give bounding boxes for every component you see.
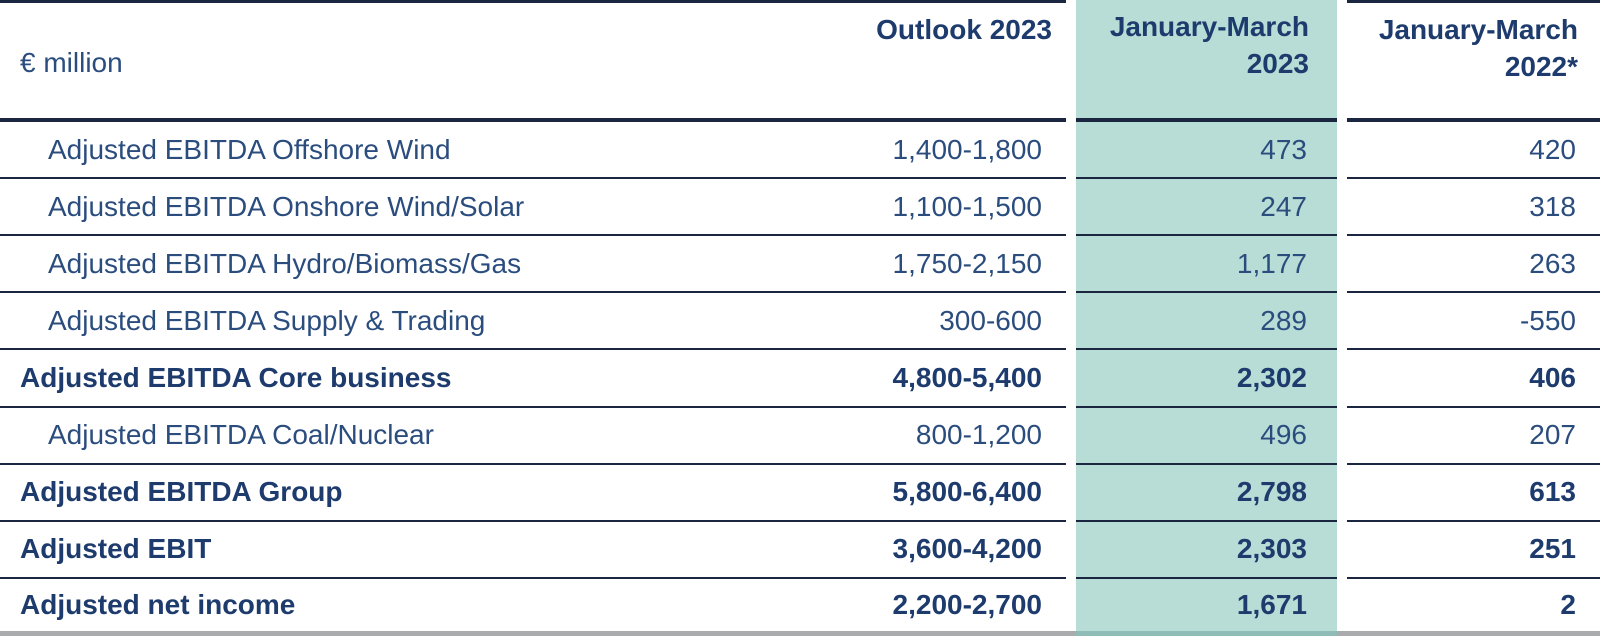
- row-label: Adjusted EBITDA Coal/Nuclear: [48, 419, 434, 451]
- column-gutter: [1066, 350, 1076, 407]
- table-header: € million Outlook 2023 January-March 202…: [0, 0, 1600, 122]
- column-gutter: [1066, 465, 1076, 522]
- highlight-column-cell: 496: [1076, 407, 1337, 465]
- outlook-value: 2,200-2,700: [892, 588, 1042, 620]
- q1-2023-value: 289: [1260, 304, 1307, 336]
- table-row: Adjusted EBITDA Coal/Nuclear 800-1,200 4…: [0, 407, 1600, 465]
- column-gutter: [1337, 408, 1347, 465]
- col-header-jan-mar-2022: January-March 2022*: [1378, 14, 1578, 82]
- unit-label: € million: [20, 47, 123, 78]
- col-header-jan-mar-2023: January-March 2023: [1109, 11, 1309, 79]
- highlight-column-cell: 2,302: [1076, 350, 1337, 408]
- q1-2022-value: 207: [1529, 419, 1576, 451]
- column-gutter: [1066, 522, 1076, 579]
- q1-2022-value: 406: [1529, 361, 1576, 393]
- highlight-column-cell: 1,177: [1076, 236, 1337, 294]
- table-row: Adjusted net income 2,200-2,700 1,671 2: [0, 578, 1600, 636]
- q1-2023-value: 247: [1260, 190, 1307, 222]
- row-label: Adjusted EBITDA Supply & Trading: [48, 304, 486, 336]
- table-row: Adjusted EBIT 3,600-4,200 2,303 251: [0, 521, 1600, 579]
- column-gutter: [1337, 293, 1347, 350]
- highlight-column-cell: 473: [1076, 122, 1337, 180]
- outlook-value: 5,800-6,400: [892, 476, 1042, 508]
- row-label: Adjusted EBITDA Offshore Wind: [48, 133, 451, 165]
- q1-2023-value: 1,671: [1236, 588, 1307, 620]
- col-header-outlook-2023: Outlook 2023: [876, 14, 1052, 45]
- q1-2023-value: 2,302: [1236, 361, 1307, 393]
- highlight-column-cell: 289: [1076, 293, 1337, 351]
- column-gutter: [1337, 236, 1347, 293]
- column-gutter: [1337, 522, 1347, 579]
- row-label: Adjusted net income: [20, 588, 296, 620]
- q1-2023-value: 473: [1260, 133, 1307, 165]
- q1-2022-value: -550: [1519, 304, 1576, 336]
- q1-2022-value: 263: [1529, 247, 1576, 279]
- column-gutter: [1066, 293, 1076, 350]
- q1-2023-value: 2,303: [1236, 533, 1307, 565]
- outlook-value: 1,750-2,150: [892, 247, 1042, 279]
- outlook-value: 4,800-5,400: [892, 361, 1042, 393]
- row-label: Adjusted EBIT: [20, 533, 212, 565]
- column-gutter: [1337, 0, 1347, 122]
- outlook-value: 3,600-4,200: [892, 533, 1042, 565]
- column-gutter: [1337, 579, 1347, 636]
- highlight-column-header: January-March 2023: [1076, 0, 1337, 122]
- outlook-value: 1,400-1,800: [892, 133, 1042, 165]
- q1-2023-value: 496: [1260, 419, 1307, 451]
- column-gutter: [1066, 0, 1076, 122]
- column-gutter: [1066, 579, 1076, 636]
- table-row: Adjusted EBITDA Hydro/Biomass/Gas 1,750-…: [0, 236, 1600, 294]
- highlight-column-cell: 247: [1076, 179, 1337, 237]
- table-row: Adjusted EBITDA Onshore Wind/Solar 1,100…: [0, 179, 1600, 237]
- column-gutter: [1337, 350, 1347, 407]
- column-gutter: [1337, 179, 1347, 236]
- row-label: Adjusted EBITDA Core business: [20, 361, 452, 393]
- outlook-value: 800-1,200: [915, 419, 1042, 451]
- q1-2022-value: 2: [1560, 588, 1576, 620]
- q1-2022-value: 420: [1529, 133, 1576, 165]
- column-gutter: [1337, 465, 1347, 522]
- row-label: Adjusted EBITDA Onshore Wind/Solar: [48, 190, 525, 222]
- q1-2022-value: 318: [1529, 190, 1576, 222]
- outlook-value: 1,100-1,500: [892, 190, 1042, 222]
- highlight-column-cell: 2,303: [1076, 521, 1337, 579]
- q1-2023-value: 2,798: [1236, 476, 1307, 508]
- column-gutter: [1066, 236, 1076, 293]
- row-label: Adjusted EBITDA Hydro/Biomass/Gas: [48, 247, 522, 279]
- q1-2022-value: 613: [1529, 476, 1576, 508]
- column-gutter: [1066, 408, 1076, 465]
- q1-2022-value: 251: [1529, 533, 1576, 565]
- column-gutter: [1066, 179, 1076, 236]
- table-row: Adjusted EBITDA Offshore Wind 1,400-1,80…: [0, 122, 1600, 180]
- highlight-column-cell: 2,798: [1076, 464, 1337, 522]
- column-gutter: [1066, 122, 1076, 179]
- outlook-value: 300-600: [939, 304, 1042, 336]
- table-row: Adjusted EBITDA Supply & Trading 300-600…: [0, 293, 1600, 351]
- table-row: Adjusted EBITDA Core business 4,800-5,40…: [0, 350, 1600, 408]
- column-gutter: [1337, 122, 1347, 179]
- table-row: Adjusted EBITDA Group 5,800-6,400 2,798 …: [0, 464, 1600, 522]
- q1-2023-value: 1,177: [1236, 247, 1307, 279]
- highlight-column-cell: 1,671: [1076, 578, 1337, 636]
- row-label: Adjusted EBITDA Group: [20, 476, 343, 508]
